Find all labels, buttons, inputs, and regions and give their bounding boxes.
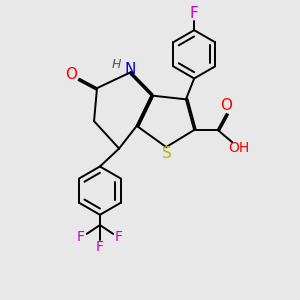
- Text: F: F: [190, 6, 199, 21]
- Text: OH: OH: [228, 141, 250, 154]
- Text: S: S: [162, 146, 172, 161]
- Text: F: F: [96, 240, 104, 254]
- Text: F: F: [115, 230, 123, 244]
- Text: O: O: [220, 98, 232, 113]
- Text: F: F: [77, 230, 85, 244]
- Text: H: H: [112, 58, 121, 70]
- Text: O: O: [65, 67, 77, 82]
- Text: N: N: [124, 62, 136, 77]
